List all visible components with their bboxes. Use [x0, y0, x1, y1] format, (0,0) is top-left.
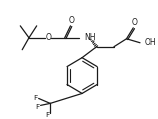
Text: O: O: [45, 33, 51, 42]
Text: F: F: [36, 104, 40, 110]
Text: OH: OH: [145, 38, 156, 47]
Text: O: O: [69, 16, 74, 25]
Text: F: F: [45, 112, 49, 118]
Text: NH: NH: [84, 33, 96, 42]
Text: F: F: [34, 95, 38, 101]
Text: O: O: [131, 18, 137, 27]
Text: *: *: [92, 39, 95, 44]
